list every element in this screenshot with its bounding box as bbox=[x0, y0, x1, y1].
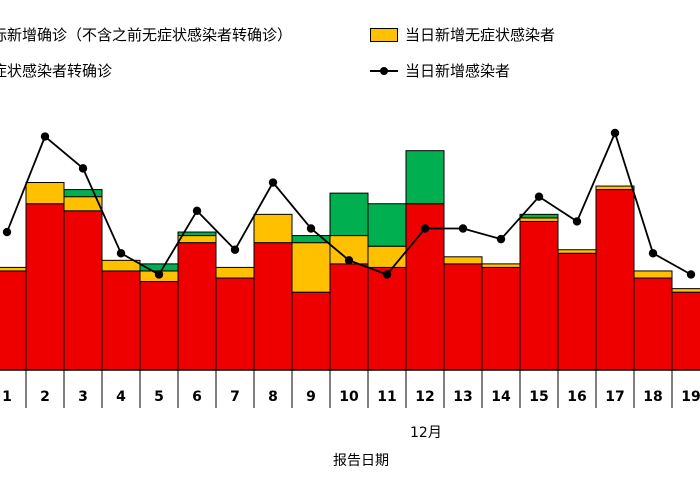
line-point-2 bbox=[40, 132, 50, 141]
bar-orange-9 bbox=[291, 242, 331, 293]
x-tick-label-10: 10 bbox=[339, 389, 359, 405]
x-tick-label-2: 2 bbox=[40, 389, 50, 405]
line-point-9 bbox=[306, 224, 316, 233]
line-point-13 bbox=[458, 224, 468, 233]
bar-red-8 bbox=[253, 242, 293, 371]
bar-orange-14 bbox=[481, 263, 521, 268]
legend-line-label: 当日新增感染者 bbox=[405, 62, 511, 80]
bar-orange-6 bbox=[177, 235, 217, 244]
legend-line-swatch bbox=[370, 64, 398, 78]
legend-green-label: 症状感染者转确诊 bbox=[0, 62, 113, 80]
bar-orange-18 bbox=[633, 270, 673, 279]
x-tick-label-17: 17 bbox=[605, 389, 624, 405]
x-tick-label-16: 16 bbox=[567, 389, 586, 405]
line-point-11 bbox=[382, 270, 392, 279]
bar-orange-17 bbox=[595, 185, 635, 191]
line-point-14 bbox=[496, 234, 506, 244]
x-tick-label-13: 13 bbox=[453, 389, 472, 405]
legend-item-green: 症状感染者转确诊 bbox=[0, 60, 112, 81]
x-tick-label-9: 9 bbox=[306, 389, 316, 405]
line-point-4 bbox=[116, 249, 126, 258]
x-tick-label-14: 14 bbox=[491, 389, 511, 405]
x-tick-label-1: 1 bbox=[2, 389, 12, 405]
bar-orange-15 bbox=[519, 217, 559, 222]
x-tick-label-18: 18 bbox=[643, 389, 662, 405]
legend-orange-label: 当日新增无症状感染者 bbox=[405, 26, 556, 44]
x-tick-label-8: 8 bbox=[268, 389, 278, 405]
line-point-15 bbox=[534, 192, 544, 201]
bar-red-15 bbox=[519, 220, 559, 371]
bar-red-14 bbox=[481, 266, 521, 371]
x-tick-label-15: 15 bbox=[529, 389, 548, 405]
bar-red-2 bbox=[25, 203, 65, 371]
line-point-6 bbox=[192, 206, 202, 216]
line-point-3 bbox=[78, 164, 88, 173]
bar-orange-1 bbox=[0, 266, 27, 272]
line-point-12 bbox=[420, 224, 430, 233]
bar-orange-19 bbox=[671, 288, 700, 293]
bar-red-4 bbox=[101, 270, 141, 371]
x-tick-label-4: 4 bbox=[116, 389, 126, 405]
line-point-19 bbox=[686, 270, 696, 279]
bar-red-13 bbox=[443, 263, 483, 371]
bar-green-3 bbox=[63, 189, 103, 198]
x-tick-label-5: 5 bbox=[154, 389, 164, 405]
bar-orange-8 bbox=[253, 213, 293, 244]
line-point-16 bbox=[572, 217, 582, 226]
bar-red-18 bbox=[633, 277, 673, 371]
legend-orange-swatch bbox=[370, 27, 398, 42]
line-point-8 bbox=[268, 178, 278, 187]
bar-orange-4 bbox=[101, 259, 141, 272]
line-point-17 bbox=[610, 128, 620, 138]
x-tick-label-6: 6 bbox=[192, 389, 202, 405]
x-tick-label-19: 19 bbox=[681, 389, 700, 405]
line-point-18 bbox=[648, 249, 658, 258]
bar-red-16 bbox=[557, 252, 597, 371]
legend-item-orange: 当日新增无症状感染者 bbox=[370, 24, 555, 45]
bar-green-12 bbox=[405, 150, 445, 205]
bar-red-7 bbox=[215, 277, 255, 371]
bar-red-3 bbox=[63, 210, 103, 371]
line-point-7 bbox=[230, 245, 240, 254]
bar-orange-2 bbox=[25, 182, 65, 205]
bar-green-6 bbox=[177, 231, 217, 237]
legend-item-red: 际新增确诊（不含之前无症状感染者转确诊） bbox=[0, 24, 292, 45]
bar-red-1 bbox=[0, 270, 27, 371]
bar-green-11 bbox=[367, 203, 407, 247]
bar-orange-16 bbox=[557, 249, 597, 254]
x-tick-label-11: 11 bbox=[377, 389, 396, 405]
bar-red-5 bbox=[139, 281, 179, 371]
x-tick-label-3: 3 bbox=[78, 389, 88, 405]
bar-red-11 bbox=[367, 266, 407, 371]
bar-red-19 bbox=[671, 291, 700, 371]
bar-green-10 bbox=[329, 192, 369, 237]
bar-orange-13 bbox=[443, 256, 483, 265]
bar-red-6 bbox=[177, 242, 217, 371]
bar-orange-11 bbox=[367, 245, 407, 268]
x-month-label: 12月 bbox=[410, 425, 442, 441]
legend-item-line: 当日新增感染者 bbox=[370, 60, 510, 81]
x-tick-label-7: 7 bbox=[230, 389, 240, 405]
bar-green-15 bbox=[519, 213, 559, 219]
x-tick-label-12: 12 bbox=[415, 389, 434, 405]
line-point-1 bbox=[2, 227, 12, 237]
bar-red-17 bbox=[595, 189, 635, 371]
bar-orange-7 bbox=[215, 266, 255, 279]
x-axis-title: 报告日期 bbox=[333, 453, 389, 469]
bar-red-10 bbox=[329, 263, 369, 371]
line-point-10 bbox=[344, 256, 354, 265]
line-point-5 bbox=[154, 270, 164, 279]
bar-red-9 bbox=[291, 291, 331, 371]
legend-red-label: 际新增确诊（不含之前无症状感染者转确诊） bbox=[0, 26, 293, 44]
